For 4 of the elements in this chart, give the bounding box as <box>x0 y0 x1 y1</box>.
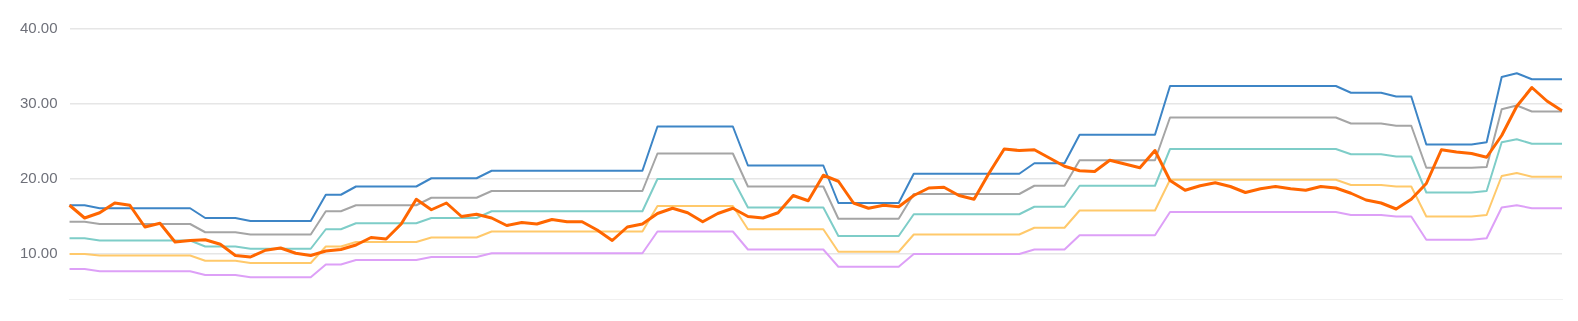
y-tick-label: 40.00 <box>19 19 58 37</box>
y-tick-label: 10.00 <box>19 244 58 262</box>
y-tick-label: 30.00 <box>19 94 58 112</box>
y-tick-label: 20.00 <box>19 169 58 187</box>
